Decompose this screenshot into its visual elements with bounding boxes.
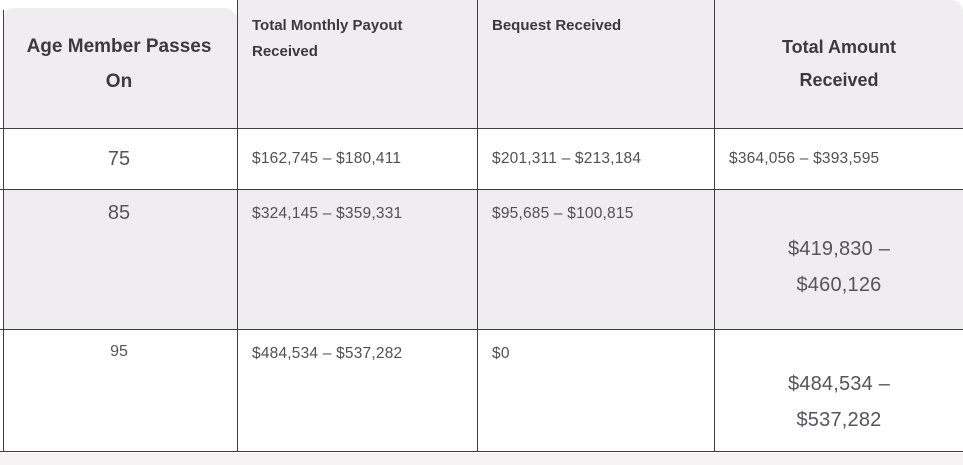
header-cell-age: Age Member Passes On [0, 0, 238, 128]
monthly-payout-cell: $484,534 – $537,282 [252, 345, 403, 362]
header-background [238, 0, 963, 128]
total-cell: $484,534 – $537,282 [715, 330, 963, 452]
column-divider-3 [714, 0, 715, 452]
header-cell-monthly-payout: Total Monthly Payout Received [238, 0, 478, 128]
header-monthly-payout-label: Total Monthly Payout Received [252, 17, 403, 60]
monthly-payout-cell: $324,145 – $359,331 [252, 205, 403, 222]
header-cell-bequest: Bequest Received [478, 0, 715, 128]
header-total-label: Total Amount Received [782, 36, 896, 90]
column-divider-1 [237, 0, 238, 452]
header-bequest-label: Bequest Received [492, 17, 622, 34]
row-divider-4 [0, 451, 963, 452]
header-cell-total: Total Amount Received [715, 0, 963, 128]
age-cell: 95 [110, 343, 128, 360]
bottom-strip [0, 453, 963, 465]
row-85-background [3, 190, 963, 330]
row-divider-3 [0, 329, 963, 330]
table-left-border [3, 10, 4, 452]
header-age-label: Age Member Passes On [26, 35, 212, 92]
bequest-cell: $0 [492, 345, 510, 362]
column-divider-2 [477, 0, 478, 452]
header-age-background [4, 8, 238, 128]
row-divider-1 [0, 128, 963, 129]
total-value: $419,830 – $460,126 [787, 238, 891, 296]
bequest-cell: $95,685 – $100,815 [492, 205, 634, 222]
bequest-cell: $201,311 – $213,184 [492, 150, 642, 167]
total-value: $484,534 – $537,282 [787, 373, 891, 431]
monthly-payout-cell: $162,745 – $180,411 [252, 150, 402, 167]
age-cell: 85 [107, 202, 131, 224]
age-cell: 75 [107, 147, 131, 170]
total-cell: $364,056 – $393,595 [729, 150, 880, 167]
total-cell: $419,830 – $460,126 [715, 190, 963, 330]
row-divider-2 [0, 189, 963, 190]
